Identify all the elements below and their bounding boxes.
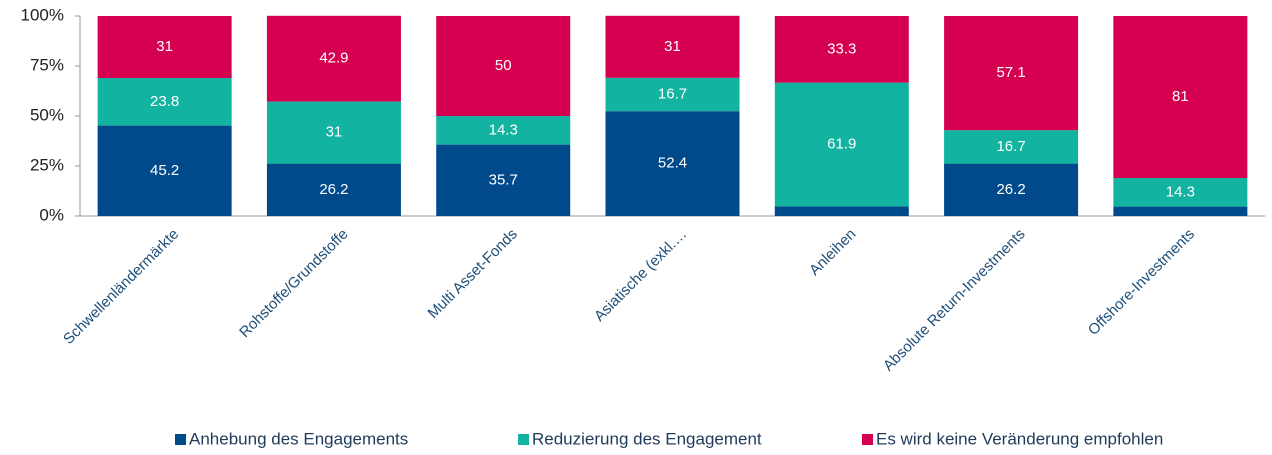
data-label: 81 bbox=[1172, 88, 1189, 105]
bar-segment bbox=[436, 116, 571, 145]
bar-segment bbox=[97, 125, 232, 216]
y-tick-label: 75% bbox=[30, 55, 64, 74]
data-label: 31 bbox=[156, 38, 173, 55]
x-tick-label: Absolute Return-Investments bbox=[880, 226, 1029, 375]
legend-label: Anhebung des Engagements bbox=[189, 429, 408, 448]
x-tick-label: Asiatische (exkl.… bbox=[591, 226, 690, 325]
legend-swatch bbox=[518, 434, 529, 445]
data-label: 57.1 bbox=[996, 64, 1025, 81]
y-tick-label: 0% bbox=[39, 205, 64, 224]
data-label: 14.3 bbox=[1166, 183, 1195, 200]
y-tick-label: 50% bbox=[30, 105, 64, 124]
bar-segment bbox=[1113, 206, 1248, 216]
data-label: 35.7 bbox=[489, 171, 518, 188]
bar-segment bbox=[774, 206, 909, 216]
y-tick-label: 100% bbox=[21, 5, 64, 24]
bar-segment bbox=[266, 15, 401, 102]
bar-segment bbox=[97, 16, 232, 78]
data-label: 52.4 bbox=[658, 155, 687, 172]
bar-segment bbox=[1113, 16, 1248, 178]
bar-segment bbox=[436, 16, 571, 116]
bar-segment bbox=[605, 15, 740, 78]
data-label: 26.2 bbox=[996, 181, 1025, 198]
data-label: 26.2 bbox=[319, 181, 348, 198]
bar-segment bbox=[266, 101, 401, 164]
bar-segment bbox=[605, 111, 740, 216]
bar-segment bbox=[944, 163, 1079, 216]
data-label: 23.8 bbox=[150, 93, 179, 110]
x-tick-label: Offshore-Investments bbox=[1085, 226, 1198, 339]
x-tick-label: Multi Asset-Fonds bbox=[425, 226, 521, 322]
bar-segment bbox=[605, 77, 740, 112]
bar-segment bbox=[97, 78, 232, 126]
bar-segment bbox=[774, 82, 909, 207]
bar-segment bbox=[774, 16, 909, 83]
legend-label: Es wird keine Veränderung empfohlen bbox=[876, 429, 1163, 448]
x-tick-label: Anleihen bbox=[806, 226, 859, 279]
data-label: 42.9 bbox=[319, 50, 348, 67]
data-label: 14.3 bbox=[489, 121, 518, 138]
data-label: 50 bbox=[495, 57, 512, 74]
legend-swatch bbox=[175, 434, 186, 445]
legend-label: Reduzierung des Engagement bbox=[532, 429, 762, 448]
bar-segment bbox=[436, 144, 571, 216]
data-label: 16.7 bbox=[658, 85, 687, 102]
x-tick-label: Rohstoffe/Grundstoffe bbox=[236, 226, 351, 341]
y-tick-label: 25% bbox=[30, 155, 64, 174]
bar-segment bbox=[1113, 178, 1248, 207]
data-label: 33.3 bbox=[827, 40, 856, 57]
x-tick-label: Schwellenländermärkte bbox=[60, 226, 182, 348]
bar-segment bbox=[944, 16, 1079, 131]
bar-segment bbox=[944, 130, 1079, 164]
data-label: 45.2 bbox=[150, 162, 179, 179]
bar-segment bbox=[266, 163, 401, 216]
data-label: 61.9 bbox=[827, 135, 856, 152]
data-label: 31 bbox=[326, 124, 343, 141]
data-label: 16.7 bbox=[996, 138, 1025, 155]
data-label: 31 bbox=[664, 38, 681, 55]
legend-swatch bbox=[862, 434, 873, 445]
